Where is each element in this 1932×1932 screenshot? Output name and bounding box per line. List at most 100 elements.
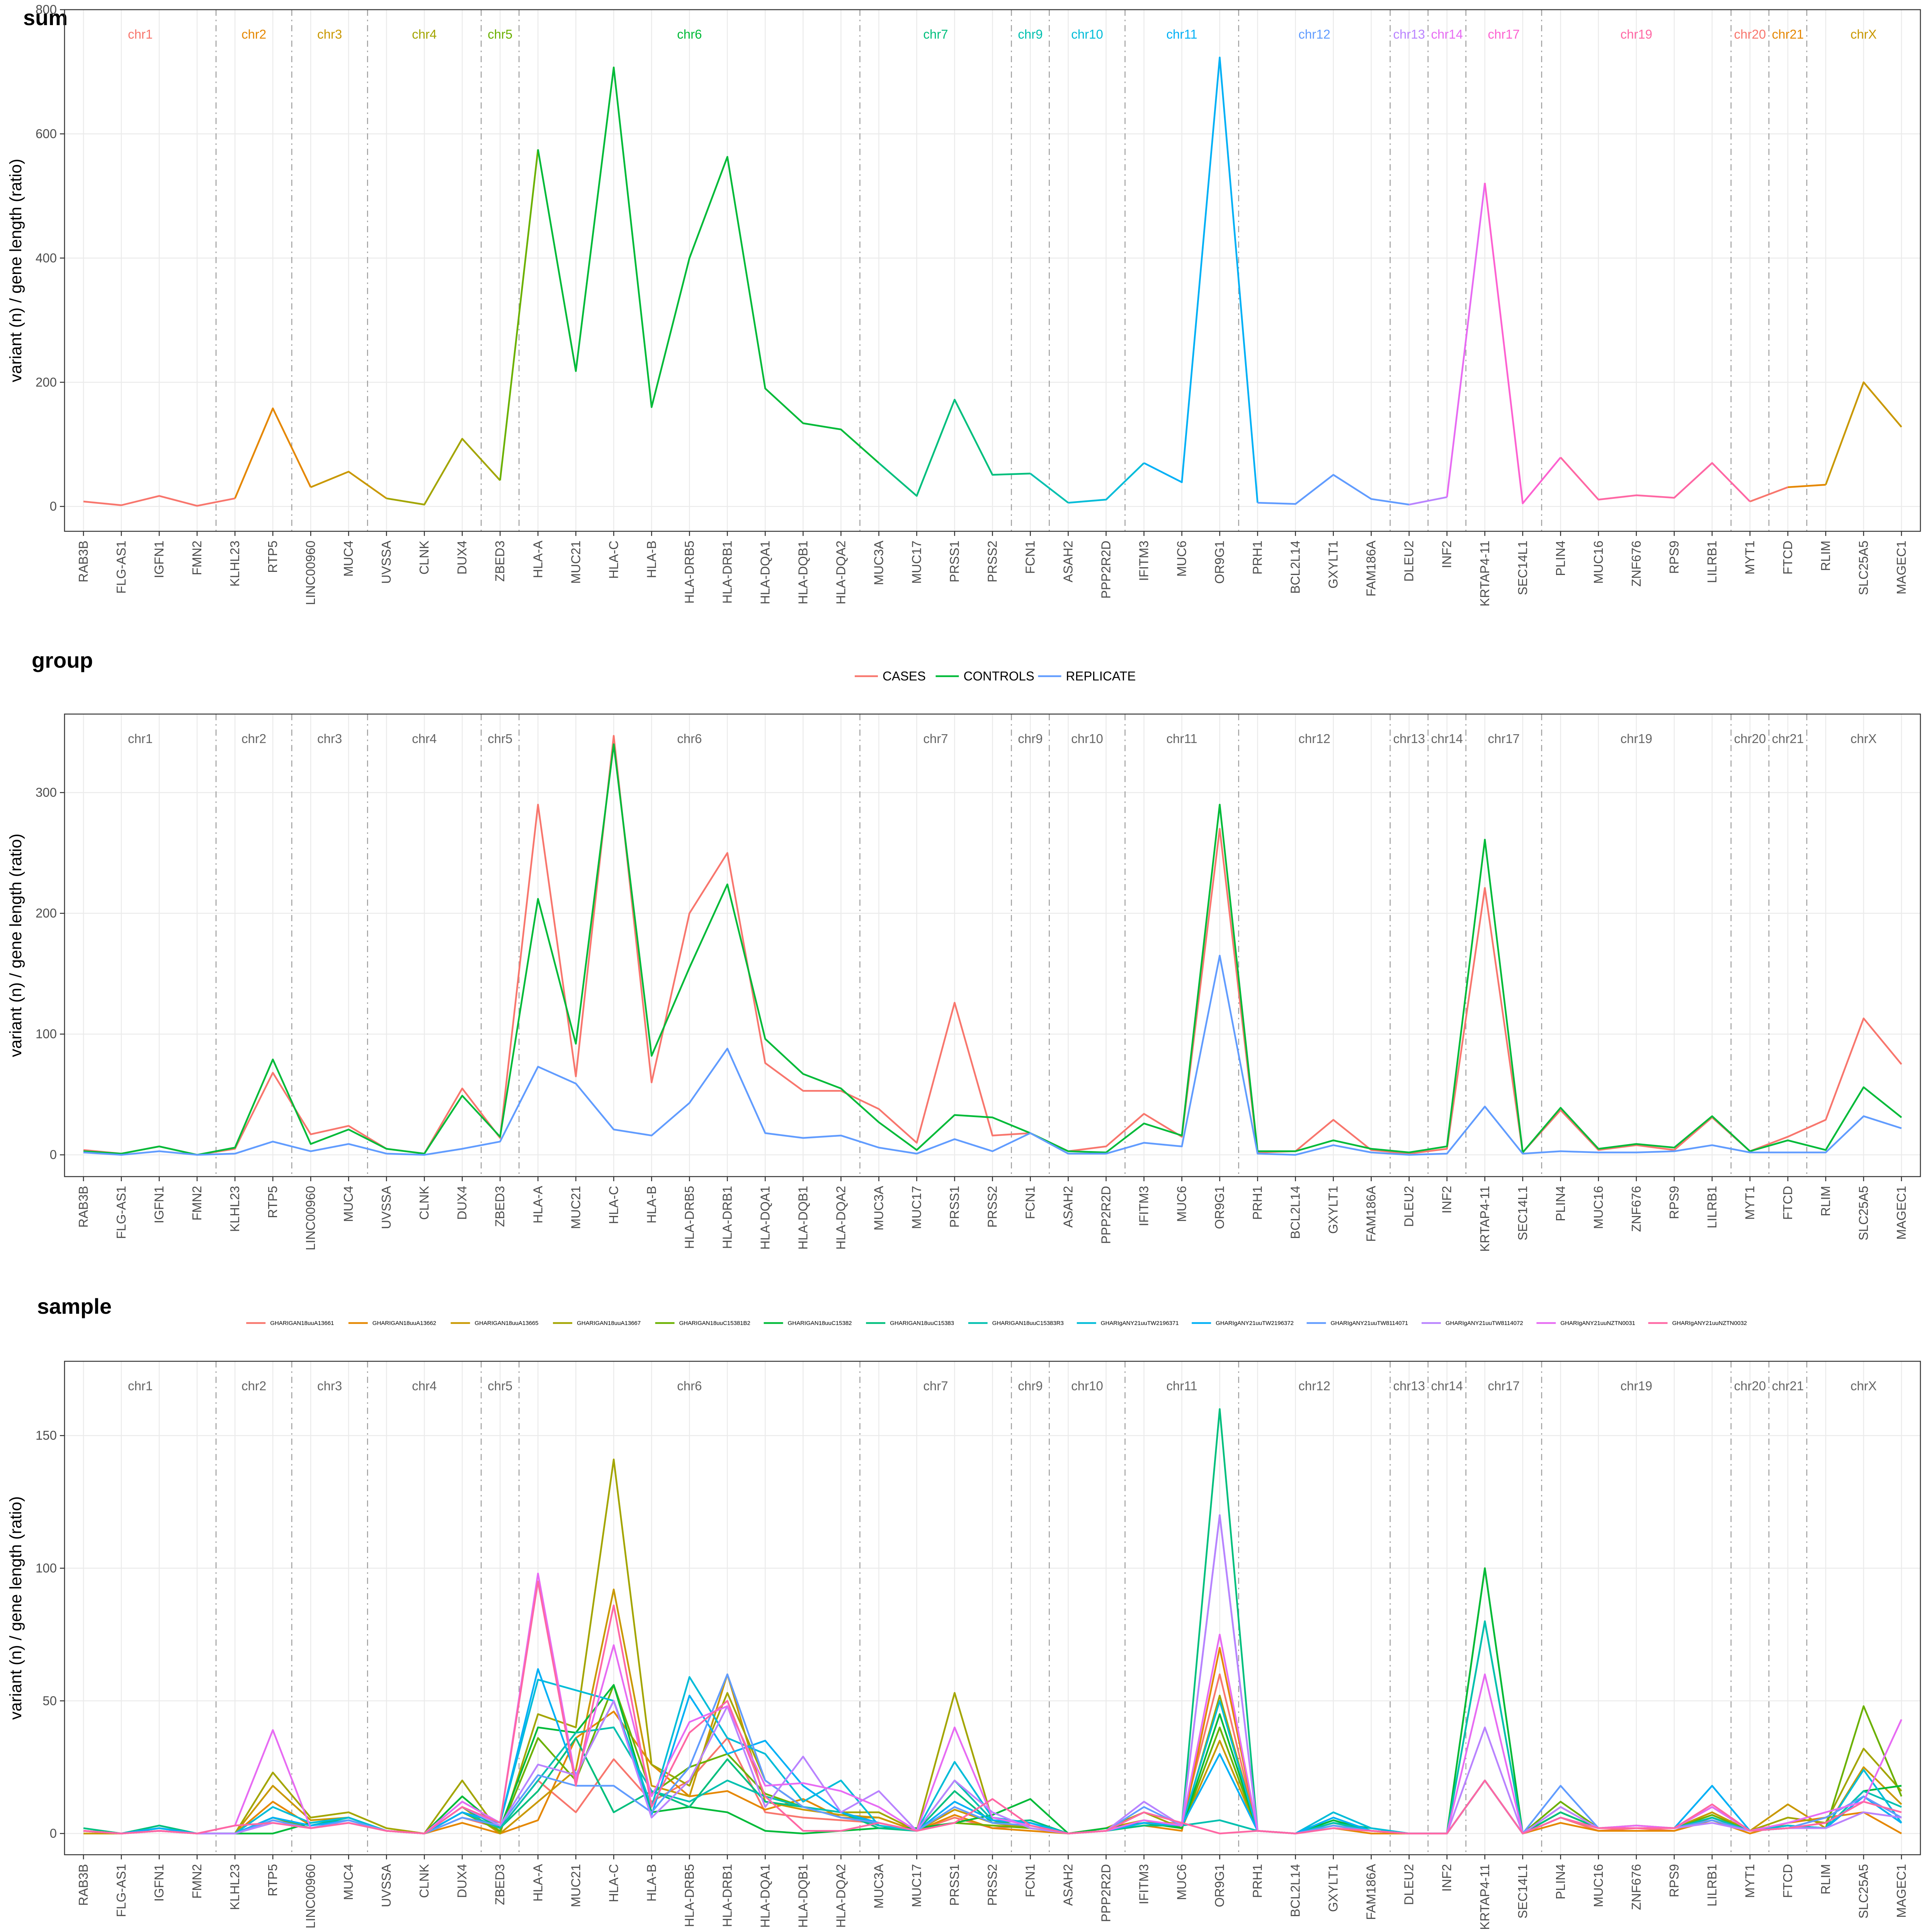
x-tick-label: DUX4	[455, 541, 469, 575]
series-line-segment	[1030, 473, 1069, 503]
legend-label: GHARIgANY21uuTW8114072	[1446, 1320, 1523, 1327]
x-tick-label: INF2	[1440, 1864, 1454, 1892]
x-tick-label: ZNF676	[1629, 541, 1643, 587]
legend-label: GHARIGAN18uuC15383R3	[992, 1320, 1064, 1327]
x-tick-label: PRSS1	[947, 1186, 961, 1228]
x-tick-label: OR9G1	[1213, 1864, 1227, 1907]
chromosome-label: chr11	[1167, 27, 1197, 41]
x-tick-label: ASAH2	[1061, 541, 1075, 582]
x-tick-label: DUX4	[455, 1186, 469, 1220]
x-tick-label: HLA-C	[606, 1864, 621, 1902]
y-tick-label: 0	[50, 1148, 57, 1162]
x-tick-label: MUC16	[1591, 1186, 1605, 1229]
x-tick-label: MUC3A	[871, 1186, 886, 1231]
chromosome-label: chrX	[1850, 731, 1877, 746]
x-tick-label: LINC00960	[303, 1186, 318, 1250]
chromosome-label: chr4	[412, 1379, 437, 1393]
series-line-segment	[234, 407, 312, 499]
x-tick-label: FTCD	[1781, 1186, 1795, 1220]
series-line-segment	[1750, 486, 1788, 503]
series-line-segment	[1787, 484, 1826, 488]
legend-label: CASES	[883, 669, 926, 683]
x-tick-label: HLA-DQB1	[796, 1186, 810, 1250]
chromosome-label: chr17	[1488, 731, 1520, 746]
chromosome-label: chr14	[1431, 731, 1463, 746]
legend-label: GHARIGAN18uuC15383	[890, 1320, 954, 1327]
chromosome-label: chr17	[1488, 27, 1520, 41]
x-tick-label: HLA-DRB1	[720, 1186, 734, 1249]
x-tick-label: PRSS2	[985, 1864, 1000, 1906]
x-tick-label: RLIM	[1818, 1864, 1833, 1895]
x-tick-label: ZBED3	[493, 1186, 507, 1227]
x-tick-label: KLHL23	[228, 1186, 242, 1232]
y-tick-label: 400	[36, 251, 57, 265]
y-axis-label: variant (n) / gene length (ratio)	[7, 833, 25, 1057]
x-tick-label: DLEU2	[1402, 1864, 1416, 1905]
x-tick-label: HLA-C	[606, 1186, 621, 1224]
x-tick-label: LILRB1	[1705, 1186, 1719, 1228]
chromosome-label: chr12	[1298, 27, 1330, 41]
chromosome-label: chr2	[242, 1379, 266, 1393]
x-tick-label: HLA-B	[644, 1186, 658, 1223]
x-tick-label: PPP2R2D	[1099, 1864, 1113, 1922]
x-tick-label: HLA-DQB1	[796, 1864, 810, 1928]
series-line-segment	[537, 66, 879, 464]
x-tick-label: FTCD	[1781, 1864, 1795, 1898]
x-tick-label: MYT1	[1743, 541, 1757, 575]
x-tick-label: SLC25A5	[1856, 541, 1871, 595]
chromosome-label: chr3	[317, 1379, 342, 1393]
x-tick-label: BCL2L14	[1288, 541, 1303, 594]
x-tick-label: LILRB1	[1705, 1864, 1719, 1906]
x-tick-label: HLA-DRB5	[682, 1864, 696, 1927]
series-line	[83, 743, 1902, 1156]
x-tick-label: MUC21	[568, 1864, 583, 1907]
x-tick-label: HLA-B	[644, 541, 658, 578]
x-tick-label: FLG-AS1	[114, 1186, 128, 1239]
panel-title: group	[32, 648, 93, 672]
chromosome-label: chr7	[923, 731, 948, 746]
x-tick-label: DLEU2	[1402, 541, 1416, 582]
x-tick-label: FCN1	[1023, 1186, 1037, 1219]
y-tick-label: 0	[50, 499, 57, 514]
x-tick-label: UVSSA	[379, 541, 393, 584]
x-tick-label: SEC14L1	[1515, 1186, 1530, 1240]
legend-label: GHARIgANY21uuTW8114071	[1331, 1320, 1408, 1327]
chromosome-label: chr5	[488, 731, 512, 746]
x-tick-label: MUC4	[341, 1186, 355, 1222]
chromosome-label: chr3	[317, 731, 342, 746]
chromosome-label: chr6	[677, 731, 702, 746]
y-tick-label: 150	[36, 1428, 57, 1442]
x-tick-label: PLIN4	[1553, 1864, 1568, 1900]
chromosome-label: chrX	[1850, 27, 1877, 41]
chromosome-label: chr21	[1772, 1379, 1804, 1393]
chromosome-label: chr17	[1488, 1379, 1520, 1393]
series-line-segment	[1560, 457, 1751, 502]
x-tick-label: MAGEC1	[1894, 541, 1908, 594]
chromosome-label: chr13	[1393, 27, 1425, 41]
x-tick-label: IFITM3	[1137, 541, 1151, 581]
legend-label: REPLICATE	[1066, 669, 1136, 683]
x-tick-label: HLA-DRB5	[682, 541, 696, 604]
x-tick-label: RPS9	[1667, 1864, 1681, 1897]
chromosome-label: chr21	[1772, 731, 1804, 746]
x-tick-label: MAGEC1	[1894, 1186, 1908, 1240]
chromosome-label: chr9	[1018, 731, 1043, 746]
x-tick-label: CLNK	[417, 1864, 431, 1898]
x-tick-label: KRTAP4-11	[1478, 1186, 1492, 1252]
chromosome-label: chr10	[1071, 731, 1103, 746]
x-tick-label: KRTAP4-11	[1478, 1864, 1492, 1930]
x-tick-label: SEC14L1	[1515, 541, 1530, 595]
x-tick-label: MUC4	[341, 541, 355, 577]
x-tick-label: RLIM	[1818, 1186, 1833, 1216]
x-tick-label: SLC25A5	[1856, 1864, 1871, 1918]
chromosome-label: chr1	[128, 731, 153, 746]
x-tick-label: DLEU2	[1402, 1186, 1416, 1227]
x-tick-label: IGFN1	[152, 1864, 166, 1901]
y-tick-label: 0	[50, 1826, 57, 1840]
x-tick-label: HLA-DQA2	[833, 541, 848, 604]
x-tick-label: PLIN4	[1553, 1186, 1568, 1221]
x-tick-label: KLHL23	[228, 1864, 242, 1910]
x-tick-label: MUC17	[909, 541, 923, 584]
x-tick-label: HLA-DQA2	[833, 1864, 848, 1928]
